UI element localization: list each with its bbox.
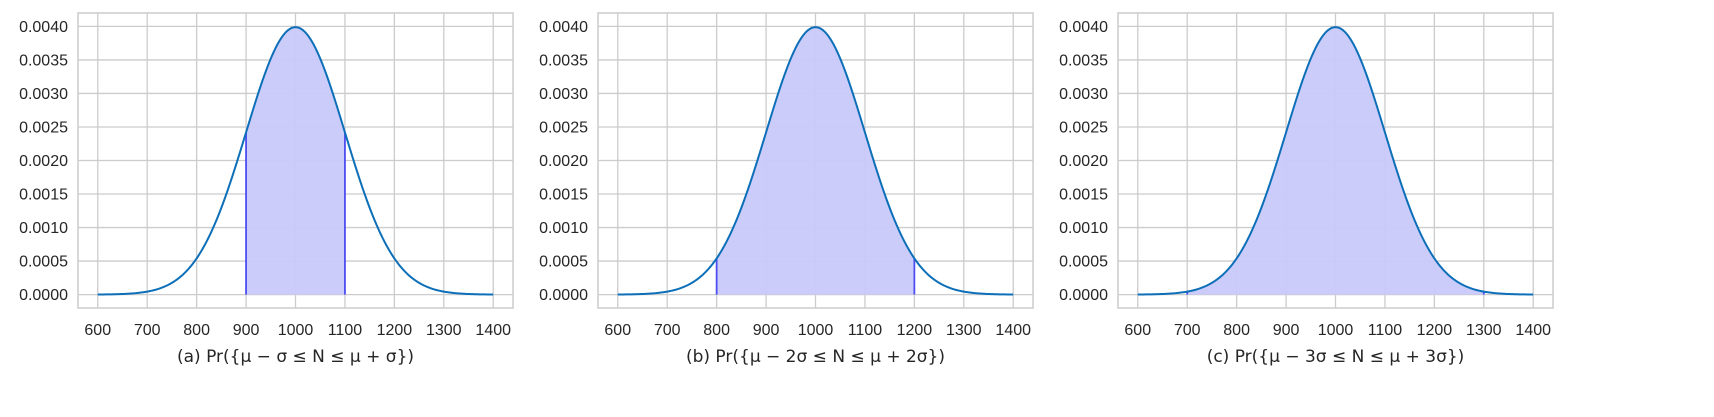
y-tick-label: 0.0020 [19,153,68,170]
y-tick-label: 0.0000 [19,287,68,304]
plot-frame [77,12,514,309]
y-tick-label: 0.0000 [539,287,588,304]
x-tick-label: 1400 [475,322,511,339]
y-tick-label: 0.0025 [539,119,588,136]
x-tick-label: 1300 [426,322,462,339]
x-tick-label: 600 [604,322,631,339]
y-tick-label: 0.0035 [19,52,68,69]
x-tick-label: 800 [703,322,730,339]
x-tick-label: 700 [1174,322,1201,339]
y-tick-label: 0.0000 [1059,287,1108,304]
y-tick-label: 0.0035 [1059,52,1108,69]
panel-caption: (c) Pr({μ − 3σ ≤ N ≤ μ + 3σ}) [1207,347,1465,367]
y-tick-label: 0.0040 [1059,19,1108,36]
y-tick-label: 0.0010 [539,220,588,237]
x-tick-label: 1200 [897,322,933,339]
x-tick-label: 700 [654,322,681,339]
x-tick-label: 1000 [1318,322,1354,339]
x-tick-label: 1100 [848,322,883,339]
shaded-area [1187,27,1484,295]
y-tick-label: 0.0040 [19,19,68,36]
x-tick-label: 1400 [995,322,1031,339]
x-tick-label: 1000 [798,322,834,339]
x-tick-label: 1200 [1417,322,1453,339]
x-tick-label: 600 [84,322,111,339]
density-curve [97,26,494,296]
y-tick-label: 0.0020 [1059,153,1108,170]
x-tick-label: 800 [1223,322,1250,339]
x-tick-label: 1200 [377,322,413,339]
y-tick-label: 0.0035 [539,52,588,69]
panel-caption: (b) Pr({μ − 2σ ≤ N ≤ μ + 2σ}) [686,347,945,367]
chart-panel-1: 600 700 800 900 1000 1100 1200 1300 1400 0.0000 0.… [19,12,514,367]
y-tick-label: 0.0010 [1059,220,1108,237]
shaded-area [246,27,345,295]
y-tick-label: 0.0025 [19,119,68,136]
plot-frame [1117,12,1554,309]
y-tick-label: 0.0030 [539,86,588,103]
y-tick-label: 0.0015 [539,187,588,204]
y-tick-label: 0.0010 [19,220,68,237]
y-tick-label: 0.0040 [539,19,588,36]
y-tick-label: 0.0005 [539,254,588,271]
x-tick-label: 900 [753,322,780,339]
plot-frame [597,12,1034,309]
x-tick-label: 600 [1124,322,1151,339]
density-curve [617,26,1014,296]
x-tick-label: 900 [1273,322,1300,339]
y-tick-label: 0.0005 [19,254,68,271]
x-tick-label: 800 [183,322,210,339]
y-tick-label: 0.0005 [1059,254,1108,271]
density-curve [1137,26,1534,296]
x-tick-label: 1100 [1368,322,1403,339]
y-tick-label: 0.0030 [19,86,68,103]
x-tick-label: 900 [233,322,260,339]
x-tick-label: 700 [134,322,161,339]
x-tick-label: 1300 [946,322,982,339]
shaded-area [716,27,915,295]
x-tick-label: 1400 [1515,322,1551,339]
x-tick-label: 1000 [278,322,314,339]
chart-panel-2: 600 700 800 900 1000 1100 1200 1300 1400 0.0000 0.… [539,12,1034,367]
y-tick-label: 0.0025 [1059,119,1108,136]
x-tick-label: 1100 [328,322,363,339]
y-tick-label: 0.0015 [19,187,68,204]
x-tick-label: 1300 [1466,322,1502,339]
chart-panel-3: 600 700 800 900 1000 1100 1200 1300 1400 0.0000 0.… [1059,12,1554,367]
y-tick-label: 0.0015 [1059,187,1108,204]
y-tick-label: 0.0020 [539,153,588,170]
panel-caption: (a) Pr({μ − σ ≤ N ≤ μ + σ}) [177,347,414,367]
y-tick-label: 0.0030 [1059,86,1108,103]
